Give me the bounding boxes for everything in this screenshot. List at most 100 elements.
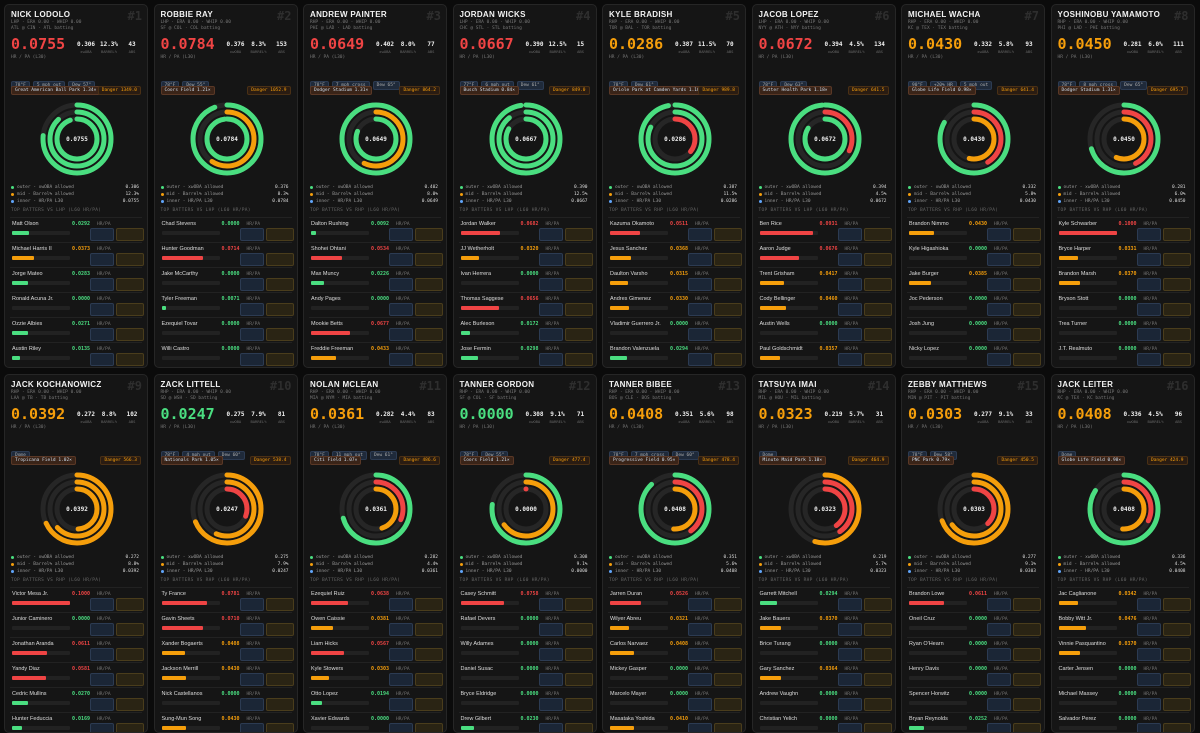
legend-value: 8.3% [277, 192, 289, 197]
stat-label: xwOBA [528, 49, 541, 54]
batter-bar [460, 726, 474, 730]
hr-pa-value: 0.0408 [1057, 405, 1112, 423]
hr-unit: HR/PA [97, 297, 111, 302]
pitcher-card: YOSHINOBU YAMAMOTO #8 RHP · ERA 0.00 · WHI… [1050, 4, 1195, 368]
legend-label: inner - HR/PA L30 [166, 199, 213, 204]
hr-unit: HR/PA [545, 247, 560, 252]
card-rank: #4 [576, 9, 591, 23]
batter-bar-track [909, 306, 967, 310]
batter-name: Brandon Nimmo [909, 221, 949, 227]
hr-unit: HR/PA [1143, 642, 1158, 647]
hr-unit: HR/PA [844, 322, 859, 327]
hr-pa-value: 0.0649 [310, 35, 365, 53]
batter-row: Matt Olson 0.0292 HR/PA [10, 217, 144, 242]
stat-value: 134 [874, 41, 885, 48]
hr-unit: HR/PA [246, 717, 261, 722]
hr-pa-value: 0.0392 [11, 405, 66, 423]
batter-hr-pa: 0.0656 [520, 296, 539, 302]
pitcher-card: ZEBBY MATTHEWS #15 RHP · ERA 0.00 · WHIP 0… [901, 374, 1045, 733]
stat-label: xwOBA [827, 49, 840, 54]
batter-bar-track [311, 231, 369, 235]
book-box [863, 698, 892, 711]
batter-hr-pa: 0.0303 [371, 666, 390, 672]
batter-hr-pa: 0.0000 [969, 666, 988, 672]
hr-pa-value: 0.0286 [609, 35, 664, 53]
pitcher-line: RHP · ERA 0.00 · WHIP 0.00 [459, 390, 530, 395]
legend-value: 0.394 [872, 185, 887, 190]
danger-badge: Danger 450.5 [997, 456, 1038, 465]
legend-label: mid - Barrel% allowed [316, 562, 373, 567]
stat-value: 0.219 [824, 411, 843, 418]
ring-arc [788, 472, 861, 546]
stat-value: 5.7% [849, 411, 864, 418]
odds-box [987, 623, 1011, 636]
stat-label: xwOBA [977, 49, 989, 54]
batter-name: Willy Adames [460, 641, 494, 647]
batter-bar-track [311, 676, 369, 680]
batter-row: Kyle Stowers 0.0303 HR/PA [309, 662, 443, 687]
stat-label: BARREL% [100, 419, 117, 424]
legend-dot [908, 570, 911, 573]
legend-label: mid - Barrel% allowed [465, 192, 523, 197]
batter-hr-pa: 0.0000 [969, 346, 988, 352]
pitcher-line: RHP · ERA 0.00 · WHIP 0.00 [908, 20, 979, 25]
ring-arc [944, 479, 1004, 539]
batter-hr-pa: 0.0226 [371, 271, 390, 277]
batter-bar-track [1058, 701, 1117, 705]
batter-bar-track [909, 626, 967, 630]
book-box [1162, 228, 1191, 241]
stat-label: xwOBA [379, 49, 391, 54]
batter-name: Jake McCarthy [161, 271, 199, 277]
venue-badge: Minute Maid Park 1.10× [758, 456, 827, 465]
odds-box [688, 698, 712, 711]
batter-row: Carlos Narvaez 0.0408 HR/PA [608, 637, 742, 662]
hr-pa-value: 0.0430 [908, 35, 963, 53]
batter-hr-pa: 0.0135 [72, 346, 91, 352]
batter-bar-track [759, 701, 818, 705]
batter-name: Gavin Sheets [161, 616, 195, 622]
stat-label: BARREL% [549, 49, 566, 54]
stat-value: 0.351 [674, 411, 694, 418]
ring-chart: 0.0408 [638, 472, 712, 546]
section-title: TOP BATTERS VS RHP (L60 HR/PA) [459, 578, 550, 583]
hr-pa-label: HR / PA (L30) [1057, 425, 1093, 430]
card-rank: #1 [127, 9, 142, 23]
odds-box [1136, 303, 1161, 316]
book-box [265, 598, 294, 611]
batter-bar [610, 231, 640, 235]
ring-arc [339, 102, 413, 176]
batter-row: Otto Lopez 0.0194 HR/PA [309, 687, 443, 712]
batter-row: Garrett Mitchell 0.0294 HR/PA [757, 587, 892, 612]
batter-hr-pa: 0.0714 [221, 246, 240, 252]
pitcher-name: NICK LODOLO [11, 10, 71, 19]
card-rank: #3 [426, 9, 441, 23]
batter-hr-pa: 0.0000 [819, 716, 838, 722]
batter-bar [909, 726, 924, 730]
venue-badge: Great American Ball Park 1.34× [11, 86, 101, 95]
legend-dot [11, 193, 14, 196]
book-box [1162, 253, 1191, 266]
legend-dot [160, 563, 164, 566]
hr-unit: HR/PA [695, 717, 709, 722]
batter-name: Garrett Mitchell [759, 591, 797, 597]
batter-hr-pa: 0.0408 [221, 641, 240, 647]
card-rank: #11 [419, 379, 441, 393]
legend-value: 0.0672 [870, 199, 887, 204]
book-box [564, 253, 593, 266]
legend-label: inner - HR/PA L30 [914, 569, 961, 574]
legend-value: 6.0% [1174, 192, 1186, 197]
section-title: TOP BATTERS VS RHP (L60 HR/PA) [310, 578, 401, 583]
odds-box [1136, 723, 1161, 732]
batter-bar [759, 306, 787, 310]
danger-badge: Danger 989.8 [698, 86, 739, 95]
batter-row: Joc Pederson 0.0000 HR/PA [907, 292, 1041, 317]
hr-pa-value: 0.0672 [758, 35, 813, 53]
hr-pa-value: 0.0247 [160, 405, 215, 423]
batter-name: Carlos Narvaez [610, 641, 648, 647]
venue-badge: Globe Life Field 0.98× [908, 86, 976, 95]
batter-row: Michael Harris II 0.0373 HR/PA [10, 242, 144, 267]
legend-dot [310, 200, 313, 203]
legend-label: inner - HR/PA L30 [465, 199, 512, 204]
danger-badge: Danger 849.0 [548, 86, 590, 95]
batter-name: Victor Mesa Jr. [12, 591, 49, 597]
